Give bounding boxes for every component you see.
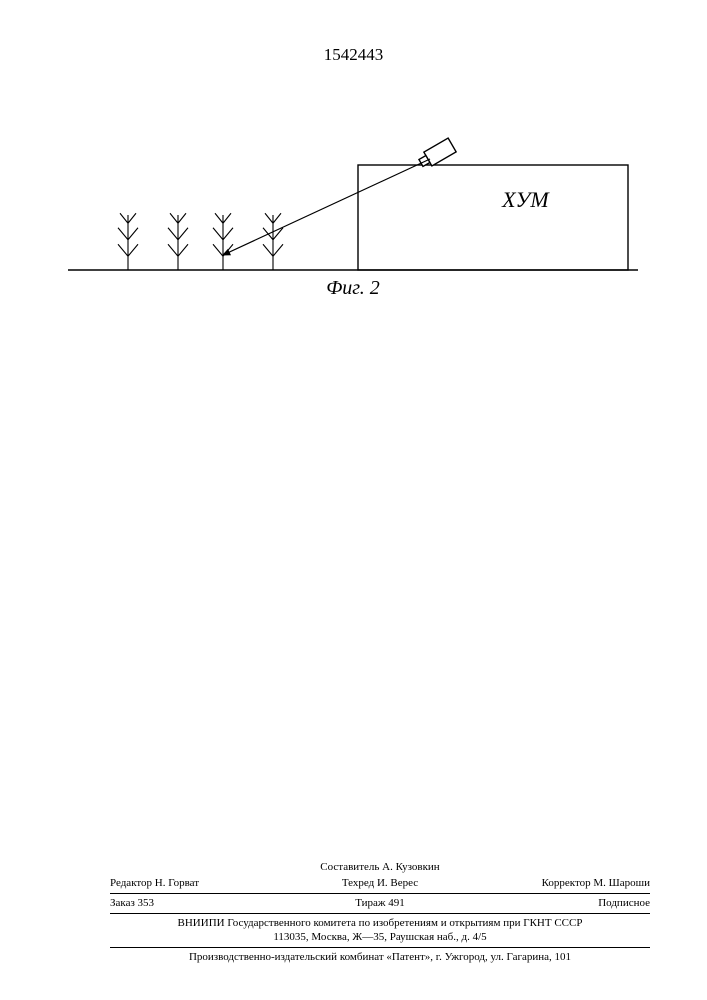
publication-footer: Составитель А. Кузовкин Редактор Н. Горв…: [110, 860, 650, 965]
footer-r1-b: Составитель А. Кузовкин: [320, 860, 439, 875]
footer-vniipi: ВНИИПИ Государственного комитета по изоб…: [110, 916, 650, 931]
footer-signed: Подписное: [472, 896, 650, 911]
footer-corrector: Корректор М. Шароши: [472, 876, 650, 891]
footer-tirage: Тираж 491: [291, 896, 469, 911]
figure-2: ХУМ Фиг. 2: [48, 105, 658, 305]
footer-address: 113035, Москва, Ж—35, Раушская наб., д. …: [110, 930, 650, 945]
footer-editor: Редактор Н. Горват: [110, 876, 288, 891]
document-id: 1542443: [0, 45, 707, 65]
svg-text:Фиг. 2: Фиг. 2: [326, 277, 380, 299]
footer-order: Заказ 353: [110, 896, 288, 911]
footer-techred: Техред И. Верес: [291, 876, 469, 891]
svg-text:ХУМ: ХУМ: [501, 187, 550, 212]
footer-patent: Производственно-издательский комбинат «П…: [110, 950, 650, 965]
footer-rule-2: [110, 913, 650, 914]
footer-rule-1: [110, 893, 650, 894]
footer-rule-3: [110, 947, 650, 948]
